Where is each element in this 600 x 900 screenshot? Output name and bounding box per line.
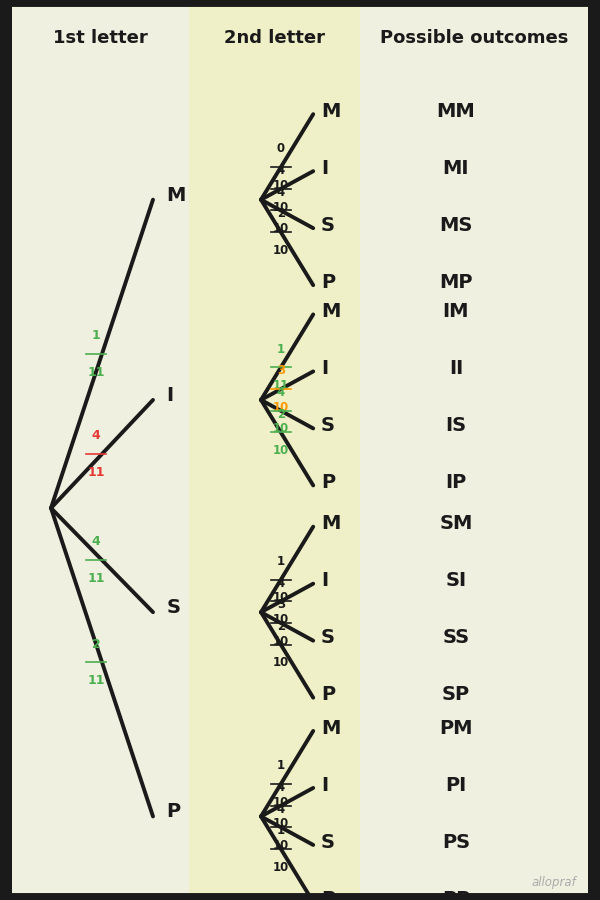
- Text: MI: MI: [443, 159, 469, 178]
- Text: II: II: [449, 359, 463, 378]
- Text: M: M: [321, 102, 340, 121]
- Text: 10: 10: [273, 422, 289, 436]
- Text: 11: 11: [87, 465, 105, 479]
- Text: I: I: [166, 386, 173, 405]
- Text: P: P: [321, 473, 335, 492]
- Text: 11: 11: [273, 379, 289, 392]
- Text: allopraf: allopraf: [531, 877, 576, 889]
- Bar: [12, 0, 189, 900]
- Text: IS: IS: [445, 416, 467, 436]
- Text: 1: 1: [277, 555, 285, 568]
- Text: MP: MP: [439, 273, 473, 292]
- Text: 10: 10: [273, 656, 289, 670]
- Text: S: S: [321, 832, 335, 851]
- Text: 11: 11: [87, 674, 105, 687]
- Text: 4: 4: [277, 164, 285, 177]
- Text: 4: 4: [277, 803, 285, 815]
- Text: I: I: [321, 572, 328, 590]
- Text: 10: 10: [273, 222, 289, 235]
- Text: 10: 10: [273, 591, 289, 605]
- Text: 2nd letter: 2nd letter: [224, 29, 325, 47]
- Bar: [189, 0, 360, 900]
- Text: SI: SI: [445, 572, 467, 590]
- Text: S: S: [166, 598, 180, 617]
- Text: M: M: [321, 302, 340, 321]
- Text: 10: 10: [273, 839, 289, 852]
- Text: 4: 4: [277, 185, 285, 199]
- Text: S: S: [321, 216, 335, 235]
- Text: 10: 10: [273, 179, 289, 192]
- Text: 2: 2: [277, 620, 285, 633]
- Text: 4: 4: [92, 429, 100, 442]
- Text: 0: 0: [277, 142, 285, 156]
- Text: SS: SS: [442, 628, 470, 647]
- Text: 11: 11: [87, 572, 105, 585]
- Text: 2: 2: [92, 637, 100, 651]
- Text: 1: 1: [277, 824, 285, 837]
- Text: 2: 2: [277, 408, 285, 420]
- Text: 10: 10: [273, 444, 289, 457]
- Text: 1: 1: [277, 760, 285, 772]
- Text: PI: PI: [445, 776, 467, 795]
- Text: 10: 10: [273, 400, 289, 414]
- Text: SM: SM: [439, 515, 473, 534]
- Text: PM: PM: [439, 719, 473, 738]
- Text: MS: MS: [439, 216, 473, 235]
- Text: 10: 10: [273, 201, 289, 213]
- Text: 4: 4: [277, 386, 285, 399]
- Text: 1st letter: 1st letter: [53, 29, 148, 47]
- Text: P: P: [321, 273, 335, 292]
- Text: 3: 3: [277, 598, 285, 611]
- Text: IP: IP: [445, 473, 467, 492]
- Text: 10: 10: [273, 613, 289, 626]
- Text: 10: 10: [273, 244, 289, 256]
- Text: I: I: [321, 776, 328, 795]
- Text: 1: 1: [92, 329, 100, 342]
- Text: 4: 4: [92, 536, 100, 548]
- Bar: [360, 0, 588, 900]
- Text: 2: 2: [277, 208, 285, 220]
- Text: 3: 3: [277, 364, 285, 377]
- Text: P: P: [166, 803, 181, 822]
- Text: M: M: [321, 719, 340, 738]
- Text: 10: 10: [273, 860, 289, 874]
- Text: 4: 4: [277, 577, 285, 590]
- Text: 10: 10: [273, 817, 289, 831]
- Text: PS: PS: [442, 832, 470, 851]
- Text: P: P: [321, 890, 335, 900]
- Text: 10: 10: [273, 796, 289, 808]
- Text: 10: 10: [273, 634, 289, 648]
- Text: IM: IM: [443, 302, 469, 321]
- Text: I: I: [321, 159, 328, 178]
- Text: PP: PP: [442, 890, 470, 900]
- Text: P: P: [321, 686, 335, 705]
- Text: MM: MM: [437, 102, 475, 121]
- Text: 11: 11: [87, 365, 105, 379]
- Text: I: I: [321, 359, 328, 378]
- Text: SP: SP: [442, 686, 470, 705]
- Text: Possible outcomes: Possible outcomes: [380, 29, 568, 47]
- Text: S: S: [321, 628, 335, 647]
- Text: M: M: [321, 515, 340, 534]
- Text: M: M: [166, 185, 185, 204]
- Text: 1: 1: [277, 343, 285, 356]
- Text: 4: 4: [277, 781, 285, 794]
- Text: S: S: [321, 416, 335, 436]
